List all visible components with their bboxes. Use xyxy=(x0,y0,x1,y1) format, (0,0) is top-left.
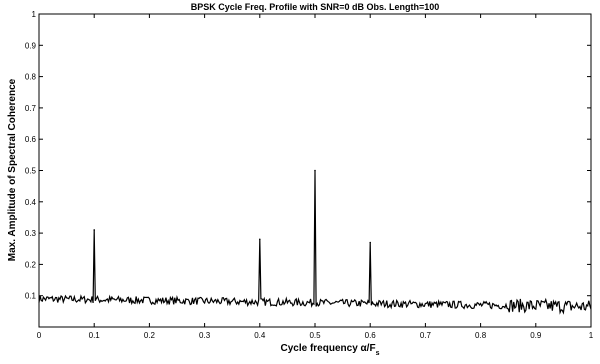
peak-point xyxy=(369,241,372,244)
y-tick-label: 0.1 xyxy=(25,292,37,301)
x-tick-label: 0.2 xyxy=(144,331,156,340)
y-tick-label: 0.5 xyxy=(25,167,37,176)
y-tick-label: 1 xyxy=(32,10,37,19)
x-tick-label: 0.1 xyxy=(89,331,101,340)
y-tick-label: 0.4 xyxy=(25,198,37,207)
spectral-coherence-line xyxy=(38,170,592,315)
y-tick-label: 0.2 xyxy=(25,260,37,269)
x-tick-label: 1 xyxy=(589,331,594,340)
peak-point xyxy=(314,169,316,172)
chart-title: BPSK Cycle Freq. Profile with SNR=0 dB O… xyxy=(191,2,440,12)
y-axis-label: Max. Amplitude of Spectral Coherence xyxy=(7,78,18,261)
x-tick-label: 0.7 xyxy=(420,331,432,340)
x-axis-label: Cycle frequency α/Fs xyxy=(281,343,380,357)
x-axis: 0 0.1 0.2 0.3 0.4 0.5 0.6 0.7 0.8 0.9 1 xyxy=(37,14,594,340)
svg-text:Cycle frequency α/Fs: Cycle frequency α/Fs xyxy=(281,343,380,357)
x-tick-label: 0.9 xyxy=(530,331,542,340)
y-tick-label: 0.6 xyxy=(25,135,37,144)
y-axis: 0.1 0.2 0.3 0.4 0.5 0.6 0.7 0.8 0.9 1 xyxy=(25,10,591,301)
x-tick-label: 0.6 xyxy=(365,331,377,340)
series-group xyxy=(38,169,592,315)
x-tick-label: 0.5 xyxy=(309,331,321,340)
x-tick-label: 0 xyxy=(37,331,42,340)
x-tick-label: 0.3 xyxy=(199,331,211,340)
y-tick-label: 0.8 xyxy=(25,73,37,82)
y-tick-label: 0.9 xyxy=(25,41,37,50)
y-tick-label: 0.7 xyxy=(25,104,37,113)
x-tick-label: 0.8 xyxy=(475,331,487,340)
y-tick-label: 0.3 xyxy=(25,229,37,238)
x-tick-label: 0.4 xyxy=(254,331,266,340)
peak-point xyxy=(93,229,95,231)
peak-point xyxy=(259,238,261,241)
